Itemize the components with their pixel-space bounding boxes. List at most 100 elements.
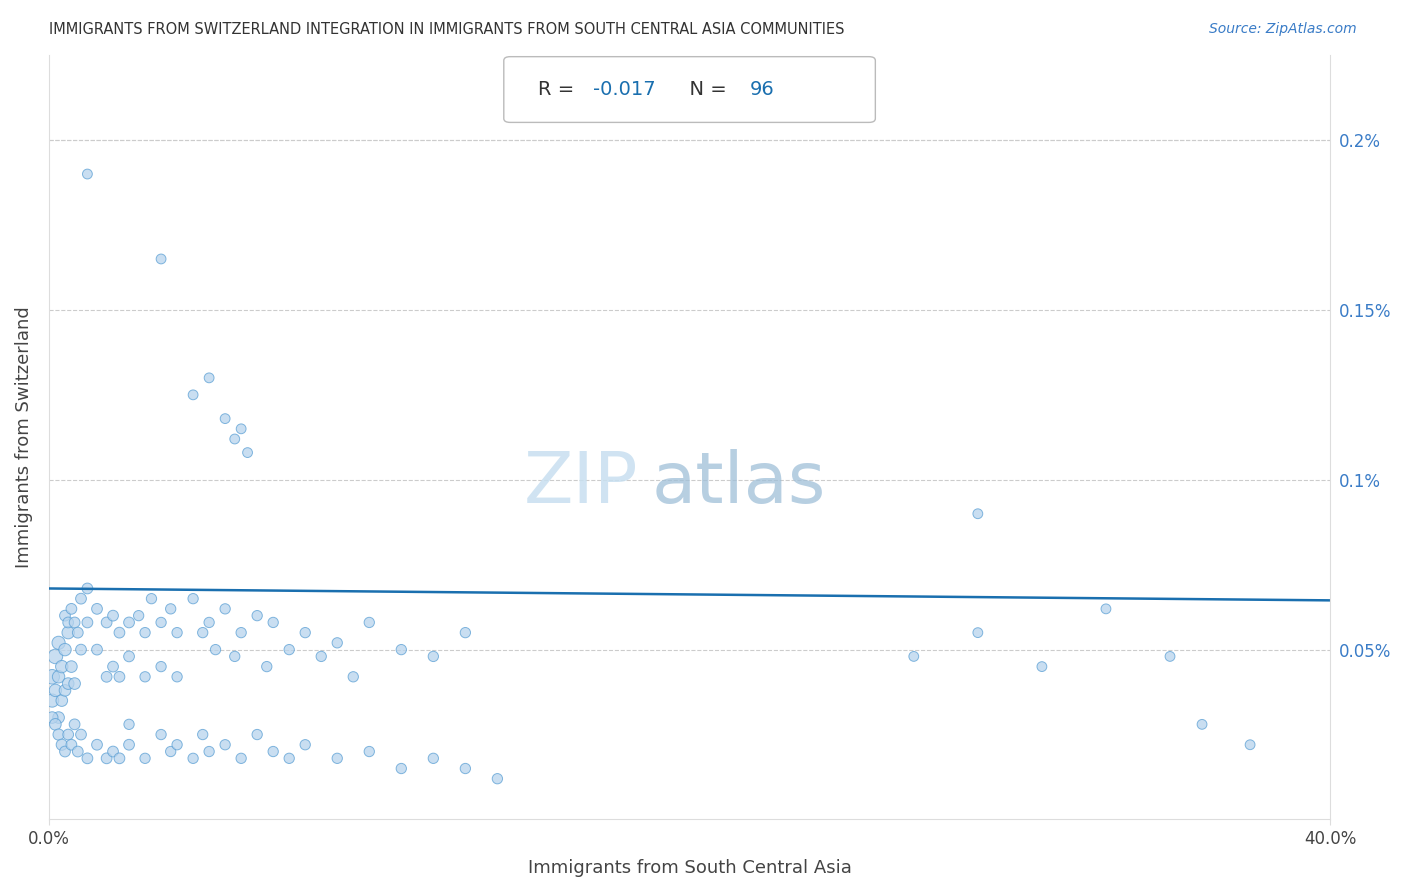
Point: [86, 642, 108, 657]
Point: [309, 649, 332, 664]
Point: [56, 676, 79, 690]
Point: [231, 751, 253, 765]
Point: [56, 625, 79, 640]
Point: [150, 727, 173, 741]
Point: [166, 738, 188, 752]
Point: [198, 745, 221, 759]
Point: [44, 649, 66, 664]
Point: [53, 683, 76, 698]
Point: [118, 738, 141, 752]
Point: [141, 591, 163, 606]
Point: [101, 659, 124, 673]
Point: [101, 608, 124, 623]
Point: [56, 615, 79, 630]
Point: [134, 751, 156, 765]
Point: [108, 751, 131, 765]
Point: [231, 422, 253, 436]
Text: R =: R =: [538, 80, 581, 99]
Point: [118, 615, 141, 630]
Point: [181, 751, 204, 765]
Point: [294, 738, 316, 752]
Point: [66, 745, 89, 759]
Point: [204, 642, 226, 657]
Point: [150, 615, 173, 630]
Point: [326, 636, 349, 650]
Point: [262, 615, 284, 630]
Point: [159, 745, 181, 759]
Text: IMMIGRANTS FROM SWITZERLAND INTEGRATION IN IMMIGRANTS FROM SOUTH CENTRAL ASIA CO: IMMIGRANTS FROM SWITZERLAND INTEGRATION …: [49, 22, 845, 37]
Point: [48, 727, 70, 741]
Point: [53, 745, 76, 759]
Point: [1031, 659, 1053, 673]
Point: [214, 602, 236, 616]
Point: [86, 738, 108, 752]
Point: [262, 745, 284, 759]
Point: [150, 659, 173, 673]
Point: [166, 670, 188, 684]
Text: atlas: atlas: [651, 449, 825, 517]
Point: [118, 717, 141, 731]
Point: [70, 591, 93, 606]
Point: [108, 625, 131, 640]
Point: [1159, 649, 1181, 664]
Point: [181, 591, 204, 606]
Point: [159, 602, 181, 616]
Point: [76, 582, 98, 596]
Point: [70, 642, 93, 657]
Point: [63, 615, 86, 630]
Point: [236, 445, 259, 459]
Point: [294, 625, 316, 640]
Point: [60, 659, 83, 673]
X-axis label: Immigrants from South Central Asia: Immigrants from South Central Asia: [527, 859, 852, 877]
Point: [198, 371, 221, 385]
Point: [51, 738, 73, 752]
Point: [76, 751, 98, 765]
Point: [66, 625, 89, 640]
Point: [278, 642, 301, 657]
Point: [224, 649, 246, 664]
Point: [41, 670, 63, 684]
Point: [150, 252, 173, 266]
Point: [326, 751, 349, 765]
Point: [51, 659, 73, 673]
Point: [60, 738, 83, 752]
Point: [246, 608, 269, 623]
Text: -0.017: -0.017: [593, 80, 657, 99]
Point: [48, 636, 70, 650]
Point: [191, 625, 214, 640]
Point: [966, 625, 988, 640]
Point: [278, 751, 301, 765]
Point: [63, 717, 86, 731]
Point: [389, 762, 412, 776]
Point: [1239, 738, 1261, 752]
Point: [63, 676, 86, 690]
Point: [422, 649, 444, 664]
Point: [359, 615, 381, 630]
Point: [134, 625, 156, 640]
Point: [214, 411, 236, 425]
Point: [166, 625, 188, 640]
Point: [181, 388, 204, 402]
Point: [48, 670, 70, 684]
Text: 96: 96: [749, 80, 775, 99]
Point: [246, 727, 269, 741]
Point: [96, 751, 118, 765]
Point: [389, 642, 412, 657]
Point: [486, 772, 509, 786]
Point: [359, 745, 381, 759]
Point: [41, 693, 63, 707]
Point: [454, 625, 477, 640]
Point: [134, 670, 156, 684]
Point: [53, 608, 76, 623]
Point: [44, 683, 66, 698]
Point: [214, 738, 236, 752]
Point: [56, 727, 79, 741]
Point: [231, 625, 253, 640]
Y-axis label: Immigrants from Switzerland: Immigrants from Switzerland: [15, 307, 32, 568]
Point: [44, 717, 66, 731]
FancyBboxPatch shape: [503, 57, 876, 122]
Point: [96, 670, 118, 684]
Text: N =: N =: [676, 80, 733, 99]
Point: [60, 602, 83, 616]
Point: [198, 615, 221, 630]
